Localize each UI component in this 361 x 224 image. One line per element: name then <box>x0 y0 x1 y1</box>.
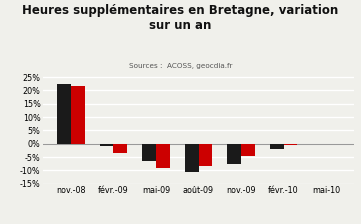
Bar <box>284 144 297 145</box>
Bar <box>142 144 156 161</box>
Bar <box>227 144 241 164</box>
Bar <box>57 84 71 144</box>
Bar <box>270 144 284 149</box>
Bar <box>241 144 255 156</box>
Bar <box>199 144 212 166</box>
Text: Sources :  ACOSS, geocdia.fr: Sources : ACOSS, geocdia.fr <box>129 63 232 69</box>
Bar <box>185 144 199 172</box>
Bar <box>71 86 84 144</box>
Legend: Bretagne, France: Bretagne, France <box>144 222 253 224</box>
Bar <box>113 144 127 153</box>
Bar <box>156 144 170 168</box>
Text: Heures supplémentaires en Bretagne, variation
sur un an: Heures supplémentaires en Bretagne, vari… <box>22 4 339 32</box>
Bar <box>100 144 113 146</box>
